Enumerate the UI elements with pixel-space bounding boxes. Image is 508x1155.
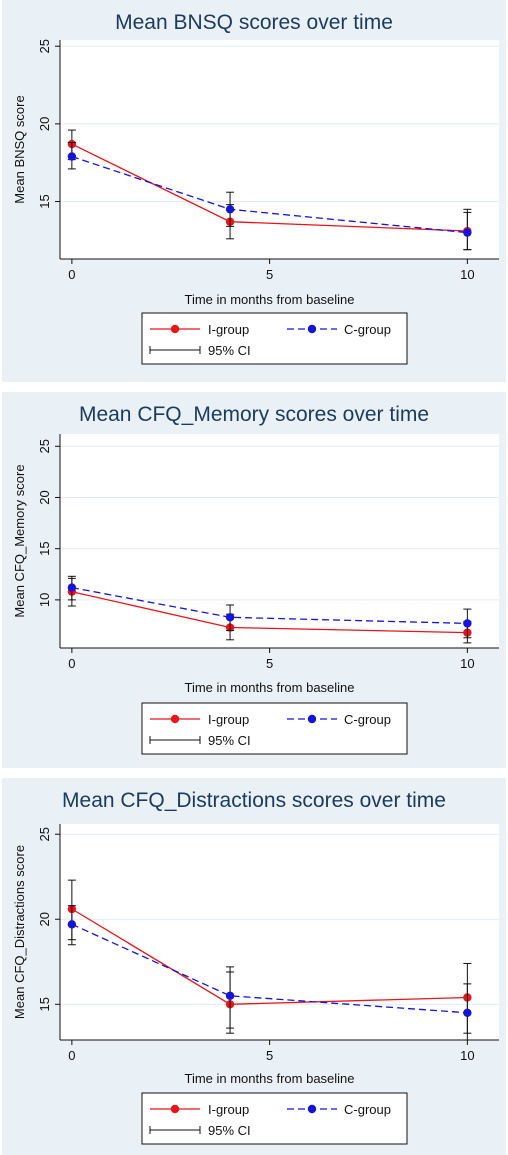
x-tick-label: 0 <box>68 656 75 671</box>
y-axis-label: Mean CFQ_Distractions score <box>12 845 27 1019</box>
x-tick-label: 10 <box>460 1048 474 1063</box>
x-tick-label: 0 <box>68 267 75 282</box>
y-tick-label: 15 <box>37 541 52 555</box>
legend-label: I-group <box>208 712 249 727</box>
x-tick-label: 5 <box>266 656 273 671</box>
y-axis-label: Mean BNSQ score <box>12 95 27 203</box>
legend-ci-label: 95% CI <box>208 733 251 748</box>
y-tick-label: 25 <box>37 39 52 53</box>
legend-ci-label: 95% CI <box>208 343 251 358</box>
data-point <box>67 152 77 161</box>
x-tick-label: 10 <box>460 267 474 282</box>
chart-panel: Mean CFQ_Distractions scores over time 15… <box>2 778 506 1155</box>
legend-swatch-marker <box>307 324 317 334</box>
y-tick-label: 15 <box>37 194 52 208</box>
chart-title: Mean CFQ_Memory scores over time <box>79 403 429 426</box>
data-point <box>67 920 77 929</box>
legend-label: I-group <box>208 1102 249 1117</box>
y-tick-label: 25 <box>37 439 52 453</box>
plot-area <box>60 40 499 259</box>
chart-panel: Mean CFQ_Memory scores over time 10 15 20 25… <box>2 392 506 768</box>
y-tick-label: 20 <box>37 117 52 131</box>
plot-area <box>60 824 499 1040</box>
plot-area <box>60 434 499 648</box>
legend-swatch-marker <box>170 1104 180 1114</box>
data-point <box>463 228 472 237</box>
chart-title: Mean BNSQ scores over time <box>115 11 393 34</box>
legend-swatch-marker <box>170 714 180 724</box>
legend-swatch-marker <box>307 1104 317 1114</box>
series-line-c-group <box>71 923 468 1014</box>
chart-svg: Mean CFQ_Memory scores over time 10 15 20 25… <box>12 403 499 755</box>
chart-svg: Mean CFQ_Distractions scores over time 15… <box>12 789 499 1145</box>
legend-label: C-group <box>344 322 391 337</box>
legend-swatch-marker <box>170 324 180 334</box>
x-tick-label: 5 <box>266 1048 273 1063</box>
y-tick-label: 20 <box>37 912 52 926</box>
x-axis-label: Time in months from baseline <box>184 680 354 695</box>
data-point <box>463 619 472 628</box>
chart-title: Mean CFQ_Distractions scores over time <box>62 789 446 812</box>
y-tick-label: 15 <box>37 997 52 1011</box>
legend-label: C-group <box>344 712 391 727</box>
legend: I-group C-group 95% CI <box>141 702 408 755</box>
legend: I-group C-group 95% CI <box>141 1092 408 1145</box>
x-tick-label: 10 <box>460 656 474 671</box>
data-point <box>225 205 235 214</box>
y-tick-label: 10 <box>37 593 52 607</box>
x-axis-label: Time in months from baseline <box>184 292 354 307</box>
legend-box <box>141 312 408 365</box>
legend-label: I-group <box>208 322 249 337</box>
y-tick-label: 25 <box>37 827 52 841</box>
x-tick-label: 0 <box>68 1048 75 1063</box>
data-point <box>67 583 77 592</box>
legend-swatch-marker <box>307 714 317 724</box>
y-tick-label: 20 <box>37 490 52 504</box>
x-tick-label: 5 <box>266 267 273 282</box>
legend-label: C-group <box>344 1102 391 1117</box>
legend-ci-label: 95% CI <box>208 1123 251 1138</box>
chart-panel: Mean BNSQ scores over time 15 20 25 0 5 10 Time… <box>2 0 506 382</box>
legend-box <box>141 1092 408 1145</box>
chart-svg: Mean BNSQ scores over time 15 20 25 0 5 10 Time… <box>12 11 499 365</box>
data-point <box>225 613 235 622</box>
legend-box <box>141 702 408 755</box>
data-point <box>225 991 235 1000</box>
data-point <box>463 1008 472 1017</box>
legend: I-group C-group 95% CI <box>141 312 408 365</box>
y-axis-label: Mean CFQ_Memory score <box>12 464 27 617</box>
x-axis-label: Time in months from baseline <box>184 1071 354 1086</box>
